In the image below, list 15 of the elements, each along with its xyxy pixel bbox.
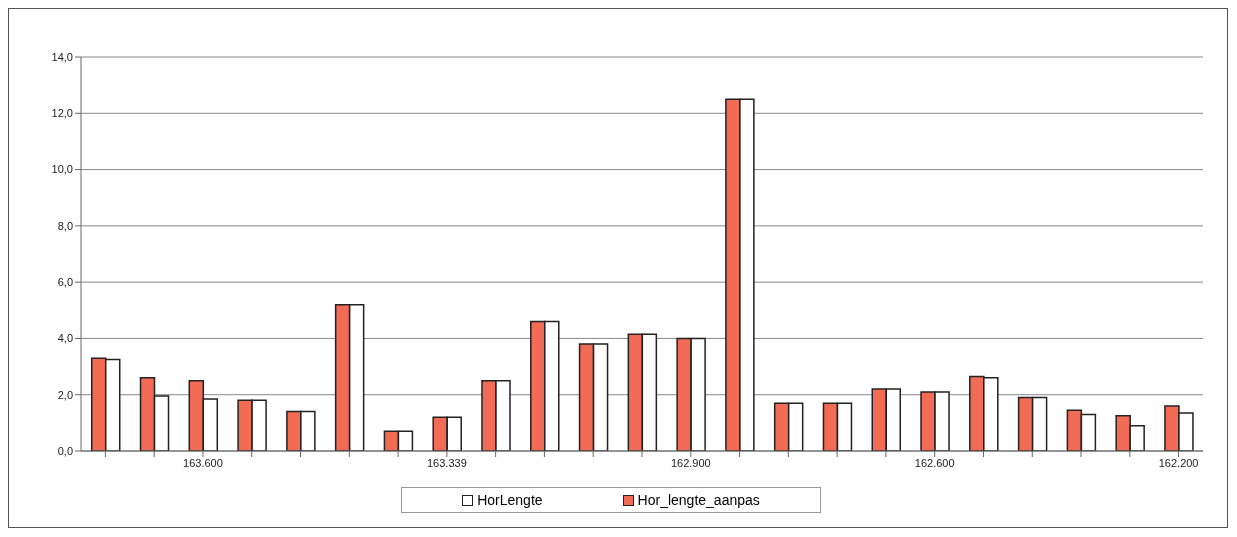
y-tick-label: 2,0 xyxy=(57,388,73,401)
x-tick-label: 163.339 xyxy=(426,456,467,469)
y-tick-label: 10,0 xyxy=(51,163,73,176)
y-tick-label: 12,0 xyxy=(51,107,73,120)
x-tick-label: 162.200 xyxy=(1158,456,1199,469)
legend-label: Hor_lengte_aanpas xyxy=(636,492,760,508)
x-tick-label: 162.600 xyxy=(914,456,955,469)
y-tick-label: 6,0 xyxy=(57,276,73,289)
x-tick-label: 162.900 xyxy=(670,456,711,469)
y-tick-label: 4,0 xyxy=(57,332,73,345)
y-tick-label: 14,0 xyxy=(51,50,73,63)
legend-label: HorLengte xyxy=(476,492,543,508)
y-tick-label: 8,0 xyxy=(57,219,73,232)
y-tick-label: 0,0 xyxy=(57,444,73,457)
x-tick-label: 163.600 xyxy=(183,456,223,469)
